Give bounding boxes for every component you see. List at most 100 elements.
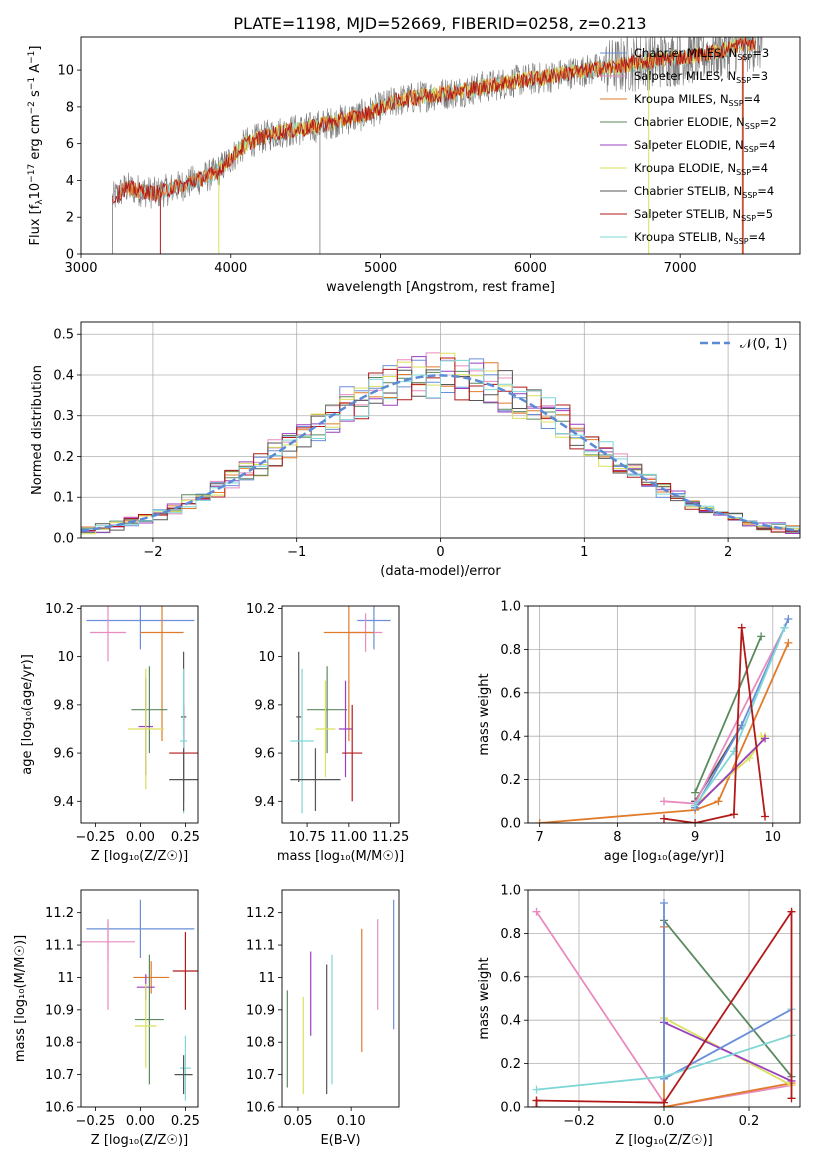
plot-area [86,606,198,814]
y-tick-label: 0.6 [500,686,521,701]
legend-label-sub: SSP [745,122,760,131]
weight-marker-salpeter_stelib [761,812,770,821]
y-axis-label: Flux [fλ10−17 erg cm−2 s−1 A−1] [27,46,45,246]
weight-marker-kroupa_miles [714,797,723,806]
y-axis-label: Normed distribution [30,365,45,495]
weight-line-chabrier_elodie [694,636,762,793]
legend-label-n: =4 [751,161,768,175]
y-tick-label: 0 [66,248,74,263]
y-tick-label: 0.8 [500,927,521,942]
x-tick-label: 4000 [214,261,247,276]
y-tick-label: 10.2 [45,602,74,617]
weight-marker-salpeter_stelib [787,1094,796,1103]
y-axis-label-part: s [28,90,43,101]
panel-age_vs_Z: −0.25 0.00 0.25 9.4 9.6 9.8 10 10.2 Z [log₁₀(Z/Z… [20,602,200,864]
legend-label-n: =4 [757,184,774,198]
x-axis-label: E(B-V) [320,1133,360,1148]
y-tick-label: 10.9 [246,1003,275,1018]
y-axis-label-part: λ [35,199,45,205]
y-tick-label: 0.8 [500,643,521,658]
y-tick-label: 0.0 [500,817,521,832]
y-axis-label: mass weight [477,673,492,755]
y-tick-label: 0.2 [500,1057,521,1072]
y-axis-label-part: −2 [27,101,37,114]
y-tick-label: 10.6 [246,1101,275,1116]
weight-marker-chabrier_miles [660,899,668,908]
weight-line-salpeter_miles [663,627,786,805]
legend-label-sub: SSP [736,76,751,85]
weight-marker-chabrier_elodie [691,788,700,797]
weight-marker-kroupa_miles [535,819,544,823]
axes-frame [281,889,400,1108]
legend-label: Chabrier ELODIE, NSSP=2 [634,115,777,131]
x-tick-label: 0.10 [337,1114,366,1129]
y-tick-label: 0.4 [53,368,74,383]
y-axis-label-part: Flux [f [28,204,43,245]
axes-frame [80,321,801,539]
weight-marker-kroupa_stelib [532,1085,541,1094]
plot-area [112,37,763,254]
legend-label-sub: SSP [742,191,757,200]
axes-frame [80,36,801,255]
legend-label-text: Salpeter MILES, N [634,69,736,83]
x-tick-label: −0.25 [75,1114,115,1129]
histogram-kroupa_stelib [81,359,800,529]
legend-label-sub: SSP [741,214,756,223]
weight-marker-salpeter_miles [660,797,668,806]
legend-label-n: =2 [760,115,777,129]
legend-label-text: Kroupa ELODIE, N [634,161,736,175]
x-tick-label: 10.75 [288,830,325,845]
x-tick-label: 3000 [64,261,97,276]
x-tick-label: −0.25 [75,830,115,845]
panel-mass_vs_ebv: 0.05 0.10 10.6 10.7 10.8 10.9 11 11.1 11.2 E(B-V) [246,889,400,1148]
figure-title: PLATE=1198, MJD=52669, FIBERID=0258, z=0… [233,14,646,33]
weight-marker-kroupa_stelib [660,1072,668,1081]
legend-label-n: =4 [744,92,761,106]
x-tick-label: 0.25 [171,830,200,845]
legend-label: Kroupa STELIB, NSSP=4 [634,230,765,246]
legend-label: Salpeter ELODIE, NSSP=4 [634,138,776,154]
y-axis-label: age [log₁₀(age/yr)] [20,654,35,775]
legend-label-sub: SSP [737,53,752,62]
legend-label: Chabrier STELIB, NSSP=4 [634,184,774,200]
weight-marker-salpeter_stelib [691,819,700,823]
x-axis-label: (data-model)/error [380,564,501,579]
y-tick-label: 9.8 [53,698,74,713]
x-axis-label: Z [log₁₀(Z/Z☉)] [91,849,188,864]
legend-label-n: =4 [759,138,776,152]
weight-line-salpeter_elodie [694,737,766,809]
legend-label-sub: SSP [736,168,751,177]
y-tick-label: 11 [258,971,275,986]
x-tick-label: 0.00 [126,1114,155,1129]
x-axis-label: mass [log₁₀(M/M☉)] [277,849,404,864]
weight-line-kroupa_miles [663,926,792,1107]
y-tick-label: 11.1 [45,939,74,954]
y-tick-label: 0.0 [500,1101,521,1116]
y-axis-label-part: −17 [27,164,37,183]
weight-marker-salpeter_miles [532,907,541,916]
legend-label: Salpeter STELIB, NSSP=5 [634,207,773,223]
x-tick-label: 0.25 [171,1114,200,1129]
plot-area [286,899,395,1095]
x-axis-label: Z [log₁₀(Z/Z☉)] [91,1133,188,1148]
y-axis-label-part: −1 [27,51,37,64]
legend-label-n: =3 [752,46,769,60]
x-tick-label: 11.00 [330,830,367,845]
plot-area [535,615,793,823]
x-tick-label: 9 [691,830,699,845]
legend-label: Salpeter MILES, NSSP=3 [634,69,768,85]
x-tick-label: 2 [724,545,732,560]
y-tick-label: 9.4 [53,795,74,810]
x-tick-label: 0.05 [283,1114,312,1129]
gaussian-curve [81,374,800,533]
legend-label-text: Salpeter ELODIE, N [634,138,744,152]
x-tick-label: 0.0 [654,1114,675,1129]
legend-label-text: Chabrier STELIB, N [634,184,742,198]
weight-marker-salpeter_stelib [532,1096,541,1105]
y-tick-label: 0.5 [53,328,74,343]
y-tick-label: 9.6 [53,747,74,762]
legend-label-n: =5 [756,207,773,221]
panel-spectrum: 3000 4000 5000 6000 7000 0 2 4 6 8 10 wavelength [A… [27,36,801,295]
